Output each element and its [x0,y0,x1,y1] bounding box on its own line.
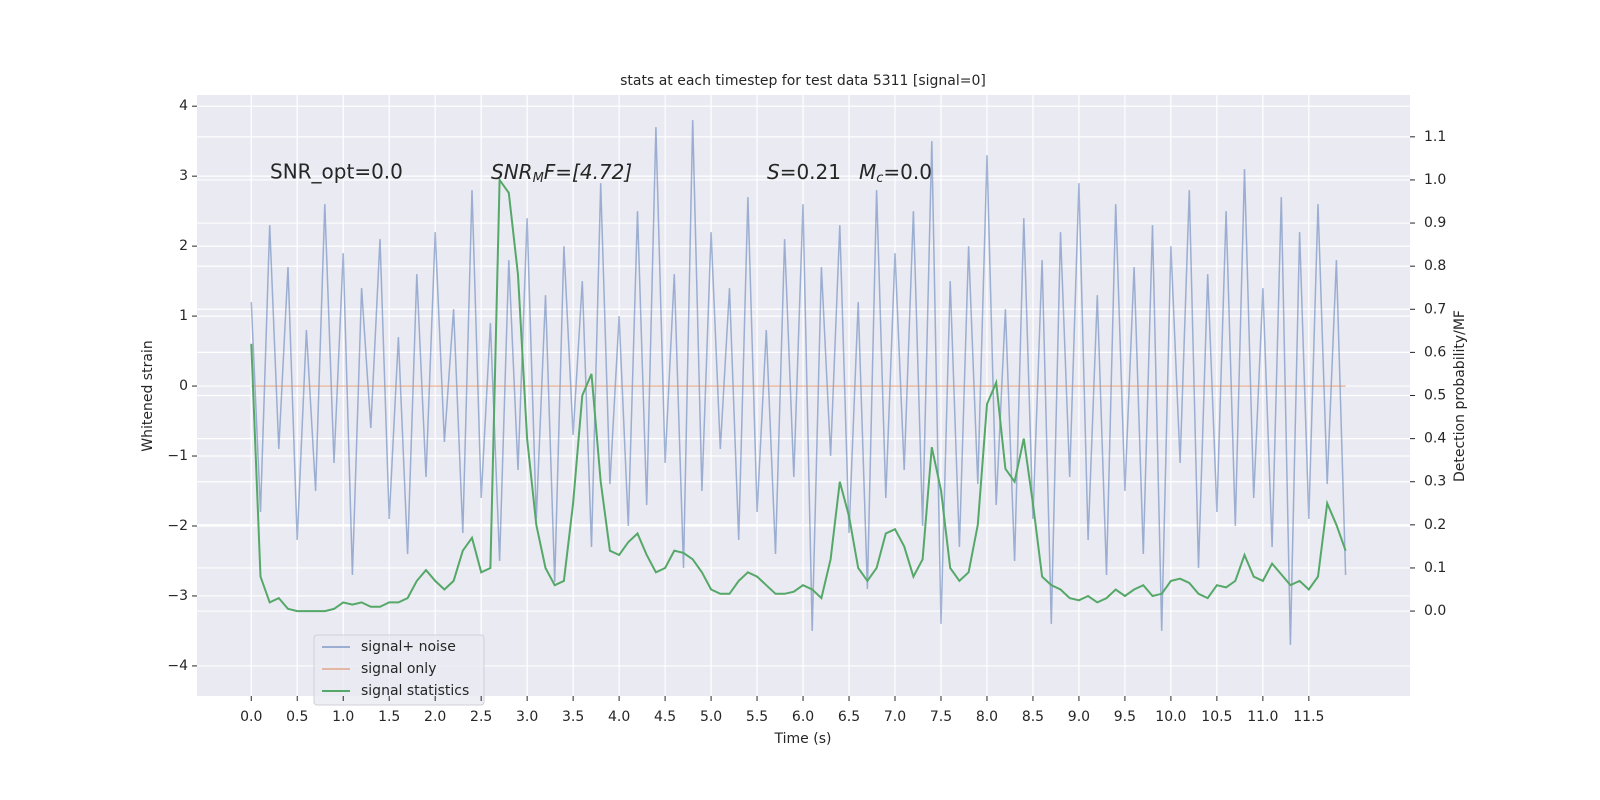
x-tick-label: 5.5 [746,709,768,725]
y2-tick-label: 0.6 [1424,344,1446,360]
x-tick-label: 5.0 [700,709,722,725]
x-tick-label: 8.5 [1022,709,1044,725]
series-line [250,176,1347,613]
annotation-part: c [876,171,883,186]
y2-tick-label: 0.8 [1424,258,1446,274]
annotation: SNR_opt=0.0 [270,160,403,184]
annotation-part: F=[4.72] [544,160,632,184]
y2-tick-label: 1.0 [1424,172,1446,188]
y2-tick-label: 0.7 [1424,301,1446,317]
annotation-part: M [533,171,544,186]
y-tick-label: −3 [167,588,188,604]
y-tick-label: 4 [179,98,188,114]
y-tick-label: −4 [167,658,188,674]
annotation-part: SNR [491,160,533,184]
annotation: Mc=0.0 [859,160,932,186]
x-tick-label: 8.0 [976,709,998,725]
y2-tick-label: 0.4 [1424,431,1446,447]
legend-label: signal+ noise [361,639,456,655]
annotation: S=0.21 [767,160,841,184]
x-tick-label: 3.0 [516,709,538,725]
x-tick-label: 1.0 [332,709,354,725]
y-tick-label: 0 [179,378,188,394]
x-tick-label: 10.5 [1201,709,1232,725]
annotation-part: M [859,160,876,184]
y2-tick-label: 0.9 [1424,215,1446,231]
x-tick-label: 9.5 [1114,709,1136,725]
annotation: SNRMF=[4.72] [491,160,632,186]
chart-title: stats at each timestep for test data 531… [620,73,986,89]
x-tick-label: 1.5 [378,709,400,725]
y-tick-label: 1 [179,308,188,324]
x-tick-label: 6.0 [792,709,814,725]
x-tick-label: 4.0 [608,709,630,725]
x-tick-label: 4.5 [654,709,676,725]
y2-tick-label: 0.0 [1424,603,1446,619]
y2-tick-label: 0.1 [1424,560,1446,576]
series-line [250,120,1347,645]
legend-label: signal only [361,661,436,677]
x-tick-label: 0.0 [240,709,262,725]
x-tick-label: 0.5 [286,709,308,725]
annotation-part: S [767,160,780,184]
y-axis-label: Whitened strain [140,340,156,451]
x-tick-label: 6.5 [838,709,860,725]
y2-tick-label: 0.5 [1424,388,1446,404]
x-tick-label: 11.5 [1293,709,1324,725]
y2-tick-label: 1.1 [1424,129,1446,145]
y-tick-label: −2 [167,518,188,534]
y-tick-label: 3 [179,168,188,184]
y2-axis-label: Detection probability/MF [1452,310,1468,482]
x-tick-label: 10.0 [1155,709,1186,725]
annotation-part: =0.21 [780,160,841,184]
annotation-part: =0.0 [883,160,932,184]
x-tick-label: 7.5 [930,709,952,725]
y2-tick-label: 0.3 [1424,474,1446,490]
y-tick-label: −1 [167,448,188,464]
y-tick-label: 2 [179,238,188,254]
x-tick-label: 7.0 [884,709,906,725]
x-tick-label: 2.5 [470,709,492,725]
y2-tick-label: 0.2 [1424,517,1446,533]
x-tick-label: 9.0 [1068,709,1090,725]
x-tick-label: 2.0 [424,709,446,725]
legend-label: signal statistics [361,683,469,699]
x-tick-label: 11.0 [1247,709,1278,725]
legend-box [313,634,485,706]
x-tick-label: 3.5 [562,709,584,725]
x-axis-label: Time (s) [774,731,832,747]
